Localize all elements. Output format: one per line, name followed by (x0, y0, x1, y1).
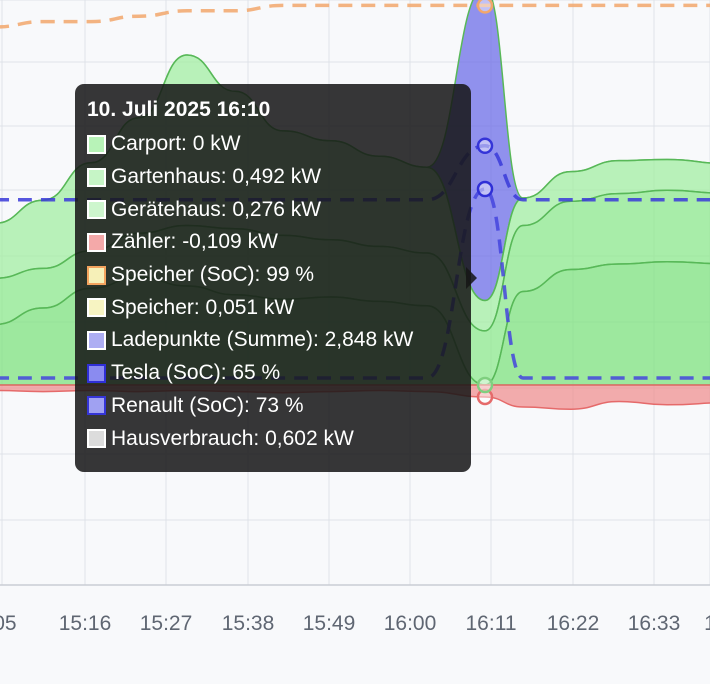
tooltip-row: Carport: 0 kW (87, 128, 459, 161)
legend-swatch (87, 363, 106, 383)
tooltip-row-label: Renault (SoC): 73 % (111, 393, 304, 417)
x-tick-label: 15:49 (303, 612, 356, 635)
tooltip-row-label: Gerätehaus: 0,276 kW (111, 197, 322, 221)
tooltip-rows: Carport: 0 kW Gartenhaus: 0,492 kW Geräteh… (87, 128, 459, 455)
x-tick-label: 1 (704, 612, 710, 635)
tooltip-row-label: Ladepunkte (Summe): 2,848 kW (111, 328, 414, 352)
tooltip-row: Gartenhaus: 0,492 kW (87, 161, 459, 194)
tooltip-row: Zähler: -0,109 kW (87, 226, 459, 259)
tooltip-row: Speicher: 0,051 kW (87, 291, 459, 324)
tooltip-row: Ladepunkte (Summe): 2,848 kW (87, 324, 459, 357)
x-tick-label: 16:11 (466, 612, 517, 635)
tooltip-row: Hausverbrauch: 0,602 kW (87, 422, 459, 455)
x-tick-label: 16:33 (628, 612, 681, 635)
x-tick-label: :05 (0, 612, 17, 635)
tooltip-row-label: Hausverbrauch: 0,602 kW (111, 426, 354, 450)
legend-swatch (87, 200, 106, 220)
chart-tooltip: 10. Juli 2025 16:10 Carport: 0 kW Gartenh… (75, 84, 471, 472)
tooltip-row-label: Gartenhaus: 0,492 kW (111, 165, 322, 189)
tooltip-row: Renault (SoC): 73 % (87, 390, 459, 423)
legend-swatch (87, 298, 106, 318)
x-tick-label: 15:16 (59, 612, 112, 635)
legend-swatch (87, 265, 106, 285)
legend-swatch (87, 429, 106, 449)
tooltip-row: Speicher (SoC): 99 % (87, 259, 459, 292)
tooltip-row-label: Speicher (SoC): 99 % (111, 263, 315, 287)
tooltip-row-label: Zähler: -0,109 kW (111, 230, 278, 254)
hover-markers (476, 0, 494, 406)
legend-swatch (87, 167, 106, 187)
tooltip-row-label: Tesla (SoC): 65 % (111, 361, 281, 385)
tooltip-row: Tesla (SoC): 65 % (87, 357, 459, 390)
x-axis-ticks: :05 15:16 15:27 15:38 15:49 16:00 16:11 16:22 16… (0, 612, 710, 635)
hover-marker-5 (476, 0, 494, 14)
tooltip-row-label: Speicher: 0,051 kW (111, 295, 295, 319)
tooltip-row: Gerätehaus: 0,276 kW (87, 193, 459, 226)
tooltip-caret (466, 267, 477, 289)
x-tick-label: 15:27 (140, 612, 193, 635)
line-speicher-soc- (0, 3, 710, 29)
x-tick-label: 16:22 (547, 612, 600, 635)
hover-marker-4 (476, 376, 494, 394)
legend-swatch (87, 396, 106, 416)
hover-marker-1 (476, 137, 494, 155)
x-tick-label: 15:38 (222, 612, 275, 635)
hover-marker-2 (476, 180, 494, 198)
x-tick-label: 16:00 (384, 612, 437, 635)
legend-swatch (87, 330, 106, 350)
legend-swatch (87, 232, 106, 252)
tooltip-title: 10. Juli 2025 16:10 (87, 98, 271, 121)
legend-swatch (87, 134, 106, 154)
hover-marker-3 (476, 388, 494, 406)
tooltip-row-label: Carport: 0 kW (111, 132, 241, 156)
